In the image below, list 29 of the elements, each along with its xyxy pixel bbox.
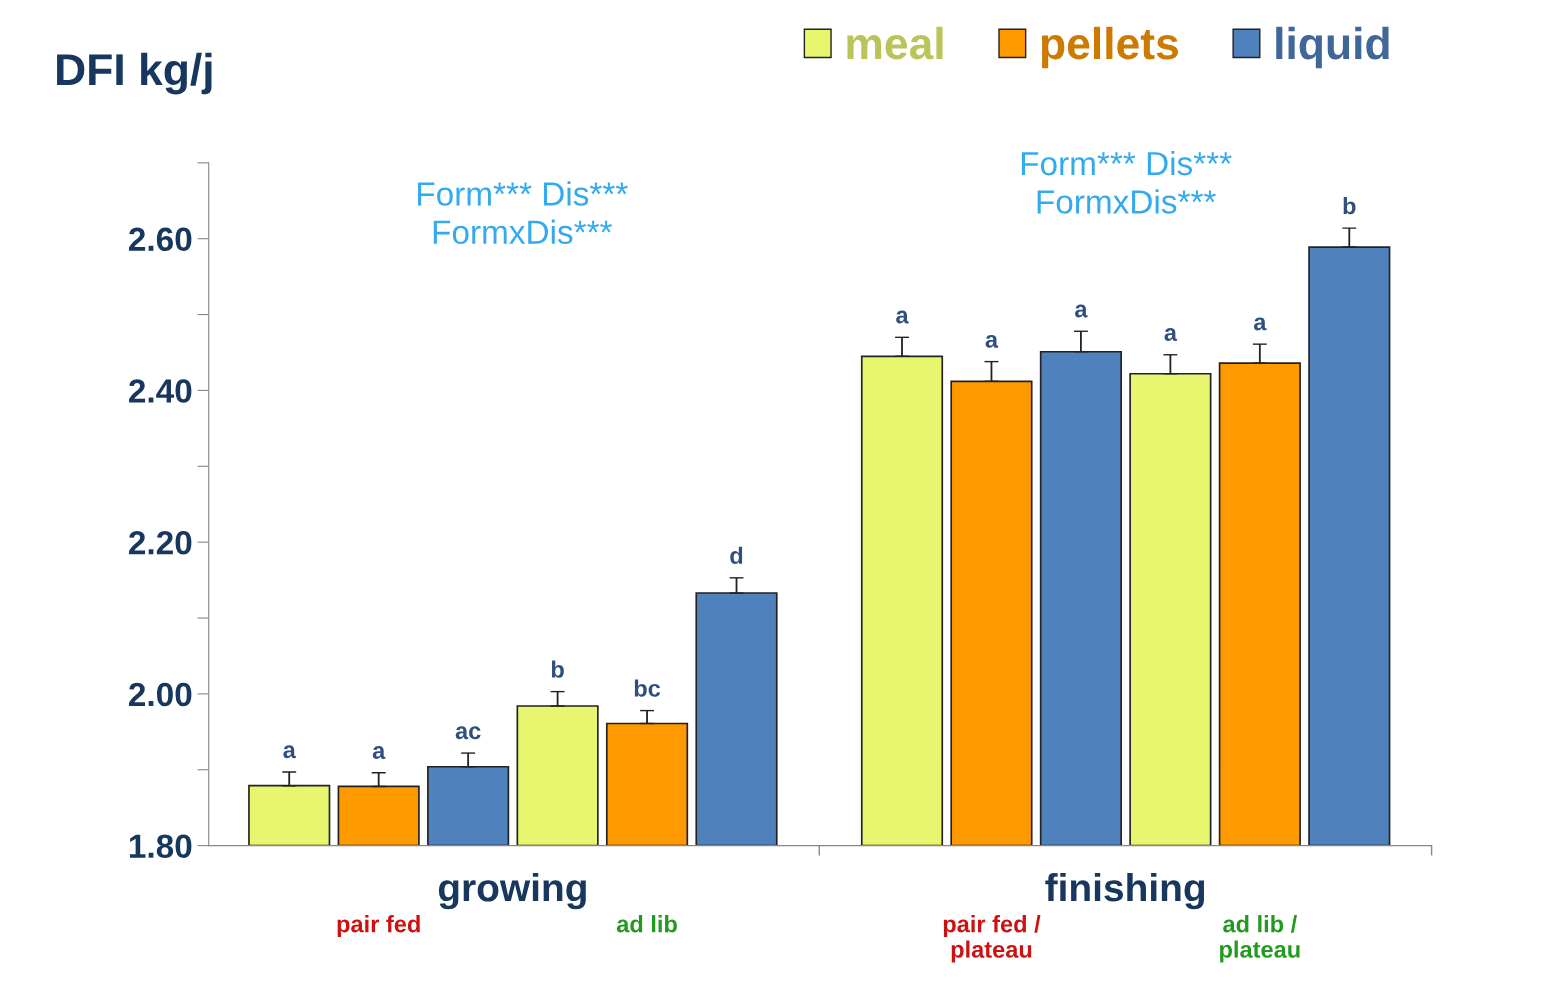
y-tick-label: 2.00	[129, 682, 192, 707]
data-label: a	[896, 310, 909, 324]
data-label: d	[730, 546, 743, 565]
data-label: a	[1075, 304, 1088, 318]
data-label: a	[985, 334, 999, 348]
x-tick-label: ad lib	[616, 915, 677, 933]
text: finishing	[1045, 872, 1205, 910]
data-label: a	[1253, 317, 1267, 331]
y-tick-label: 2.60	[129, 227, 192, 252]
y-tick-label: 2.40	[129, 379, 192, 403]
y-tick-label: 2.20	[129, 530, 192, 555]
annotation: Form*** Dis*** FormxDis***	[418, 181, 628, 245]
x-tick-label: ad lib / plateau	[1220, 915, 1300, 963]
legend-label: pellets	[1041, 26, 1178, 69]
x-tick-label: pair fed	[337, 915, 420, 938]
x-tick-label: pair fed / plateau	[943, 915, 1041, 963]
data-label: a	[1164, 328, 1178, 342]
y-tick-label: 1.80	[129, 834, 192, 859]
data-label: b	[1343, 196, 1356, 215]
annotation: Form*** Dis*** FormxDis***	[1021, 150, 1232, 214]
legend-label: meal	[847, 26, 943, 60]
data-label: a	[283, 745, 296, 759]
data-label: ac	[455, 726, 481, 740]
text: growing	[438, 872, 586, 910]
data-label: a	[372, 746, 386, 760]
data-label: bc	[634, 679, 661, 697]
data-label: b	[551, 660, 564, 678]
legend-label: liquid	[1276, 26, 1389, 69]
chart-title: DFI kg/j	[57, 52, 212, 95]
